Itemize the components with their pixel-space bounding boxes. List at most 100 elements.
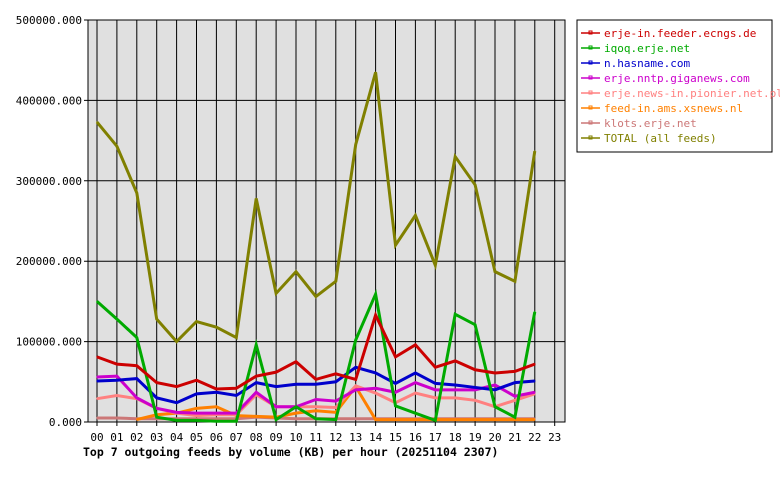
data-point bbox=[255, 381, 257, 384]
data-point bbox=[374, 418, 377, 421]
legend-item: klots.erje.net bbox=[581, 117, 697, 130]
data-point bbox=[494, 384, 496, 386]
legend-item: feed-in.ams.xsnews.nl bbox=[581, 102, 743, 115]
data-point bbox=[494, 418, 496, 421]
data-point bbox=[374, 71, 377, 74]
x-tick-label: 05 bbox=[190, 431, 203, 444]
legend-marker bbox=[588, 90, 593, 95]
data-point bbox=[394, 356, 397, 358]
series-iqoq-erje-net bbox=[96, 289, 537, 423]
data-point bbox=[255, 375, 257, 377]
data-point bbox=[275, 418, 277, 421]
data-point bbox=[295, 412, 297, 414]
data-point bbox=[315, 378, 317, 381]
data-point bbox=[175, 401, 178, 404]
data-point bbox=[434, 397, 437, 399]
data-point bbox=[394, 391, 397, 394]
data-point bbox=[255, 415, 257, 418]
y-tick-label: 300000.000 bbox=[16, 175, 82, 188]
data-point bbox=[155, 397, 158, 399]
data-point bbox=[374, 392, 377, 394]
x-tick-label: 00 bbox=[90, 431, 103, 444]
data-point bbox=[116, 379, 118, 381]
data-point bbox=[414, 372, 417, 374]
x-tick-label: 14 bbox=[369, 431, 383, 444]
x-tick-label: 16 bbox=[409, 431, 422, 444]
data-point bbox=[454, 397, 457, 399]
data-point bbox=[454, 360, 457, 362]
x-tick-label: 22 bbox=[528, 431, 541, 444]
data-point bbox=[414, 392, 417, 394]
data-point bbox=[295, 405, 297, 408]
data-point bbox=[155, 416, 158, 418]
data-point bbox=[136, 364, 138, 367]
data-point bbox=[335, 381, 337, 383]
data-point bbox=[414, 381, 417, 384]
data-point bbox=[235, 336, 238, 339]
data-point bbox=[116, 363, 118, 365]
data-point bbox=[96, 380, 98, 382]
data-point bbox=[195, 379, 198, 381]
data-point bbox=[514, 280, 516, 283]
data-point bbox=[295, 360, 297, 363]
data-point bbox=[534, 150, 536, 152]
legend-label: erje.news-in.pionier.net.pl bbox=[604, 87, 780, 100]
data-point bbox=[155, 318, 158, 320]
x-tick-label: 02 bbox=[130, 431, 143, 444]
x-tick-label: 10 bbox=[289, 431, 302, 444]
x-tick-label: 13 bbox=[349, 431, 362, 444]
data-point bbox=[116, 318, 118, 320]
data-point bbox=[255, 391, 257, 394]
data-point bbox=[335, 372, 337, 375]
data-point bbox=[354, 339, 357, 341]
x-tick-label: 18 bbox=[449, 431, 462, 444]
series-n-hasname-com bbox=[96, 365, 536, 405]
x-axis: 00 01 02 03 04 05 06 07 08 09 10 11 12 13 14 15 16 17 18 19… bbox=[90, 431, 561, 444]
data-point bbox=[295, 383, 297, 386]
data-point bbox=[275, 405, 277, 408]
series-total-all-feeds- bbox=[95, 71, 537, 344]
data-point bbox=[96, 121, 98, 123]
data-point bbox=[96, 397, 98, 400]
data-point bbox=[454, 313, 457, 316]
data-point bbox=[275, 371, 277, 373]
data-point bbox=[354, 385, 357, 387]
data-point bbox=[315, 405, 317, 408]
data-point bbox=[354, 417, 357, 420]
data-point bbox=[514, 416, 516, 418]
data-point bbox=[335, 418, 337, 421]
data-point bbox=[195, 412, 198, 414]
legend-marker bbox=[588, 75, 593, 80]
data-point bbox=[96, 300, 98, 303]
data-point bbox=[175, 340, 178, 343]
data-point bbox=[474, 368, 476, 371]
data-point bbox=[474, 418, 476, 421]
plot-area bbox=[87, 19, 566, 423]
data-point bbox=[494, 372, 496, 374]
data-point bbox=[534, 391, 536, 394]
data-point bbox=[315, 398, 317, 401]
data-point bbox=[534, 311, 536, 313]
data-point bbox=[354, 389, 357, 391]
x-tick-label: 07 bbox=[230, 431, 243, 444]
legend-marker bbox=[588, 105, 593, 110]
legend-label: iqoq.erje.net bbox=[604, 42, 690, 55]
series-erje-in-feeder-ecngs-de bbox=[96, 310, 536, 391]
legend-item: erje.news-in.pionier.net.pl bbox=[581, 87, 780, 100]
data-point bbox=[315, 295, 317, 298]
data-point bbox=[136, 397, 138, 399]
data-point bbox=[534, 380, 536, 382]
data-point bbox=[96, 417, 98, 419]
data-point bbox=[354, 366, 357, 369]
legend-label: erje-in.feeder.ecngs.de bbox=[604, 27, 756, 40]
data-point bbox=[454, 384, 457, 386]
data-point bbox=[255, 197, 257, 200]
data-point bbox=[175, 411, 178, 414]
data-point bbox=[374, 293, 377, 295]
data-point bbox=[235, 387, 238, 390]
legend-item: erje-in.feeder.ecngs.de bbox=[581, 27, 756, 40]
legend-marker bbox=[588, 135, 593, 140]
legend-item: TOTAL (all feeds) bbox=[581, 132, 717, 145]
data-point bbox=[215, 420, 218, 422]
data-point bbox=[215, 417, 218, 420]
